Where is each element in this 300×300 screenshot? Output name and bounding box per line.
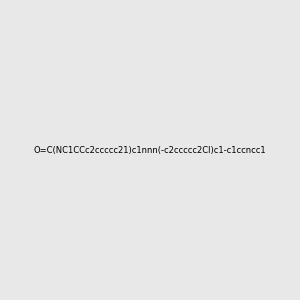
Text: O=C(NC1CCc2ccccc21)c1nnn(-c2ccccc2Cl)c1-c1ccncc1: O=C(NC1CCc2ccccc21)c1nnn(-c2ccccc2Cl)c1-… — [34, 146, 266, 154]
